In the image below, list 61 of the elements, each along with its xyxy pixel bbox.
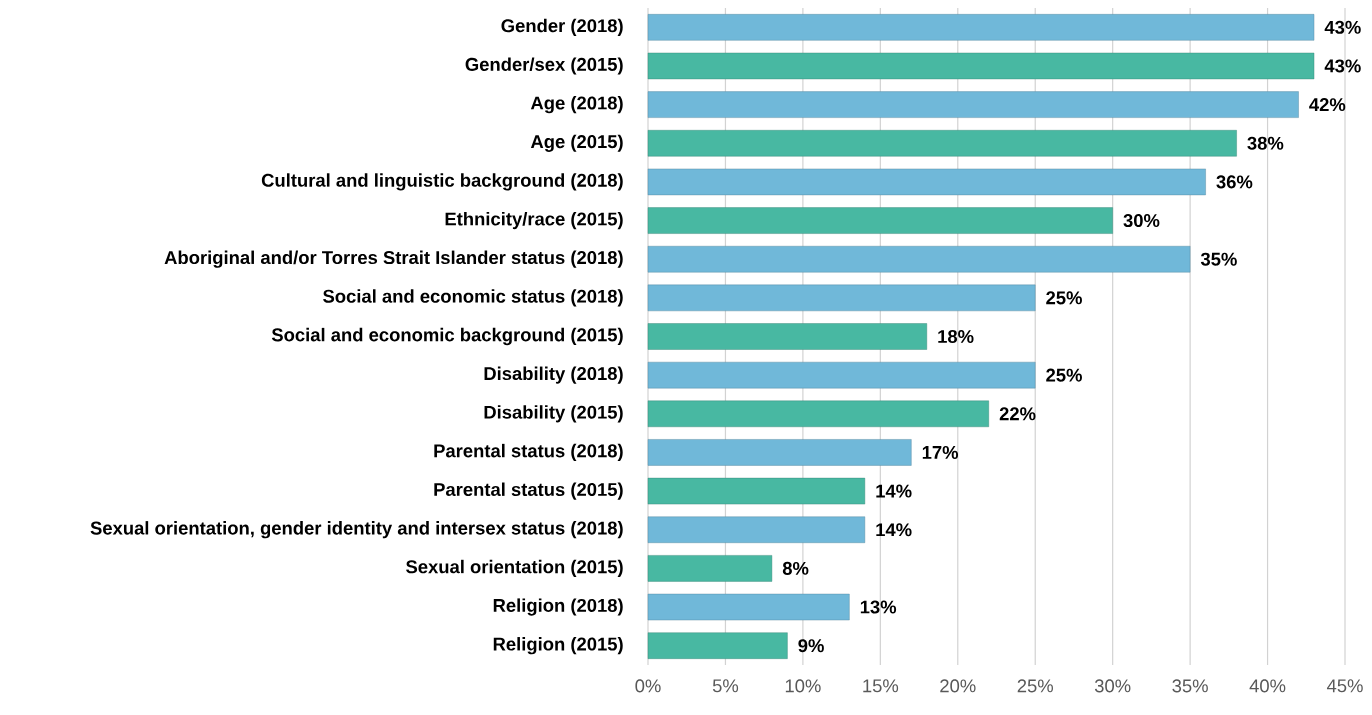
y-tick-label: Ethnicity/race (2015) (445, 211, 623, 230)
bar (647, 246, 1191, 273)
data-label: 42% (1309, 98, 1346, 112)
x-tick-label: 40% (1249, 679, 1286, 693)
y-tick-label: Parental status (2015) (434, 482, 623, 500)
y-tick-label: Sexual orientation, gender identity and intersex status (2018) (90, 521, 623, 539)
bar (647, 632, 788, 659)
data-label: 36% (1216, 175, 1253, 189)
x-tick-label: 15% (863, 679, 899, 693)
bar (647, 323, 927, 350)
x-tick-label: 30% (1094, 679, 1131, 693)
y-tick-label: Religion (2015) (493, 637, 623, 655)
data-label: 14% (876, 484, 912, 498)
x-tick-label: 45% (1326, 679, 1363, 693)
data-label: 25% (1046, 368, 1082, 382)
data-label: 18% (938, 329, 974, 344)
bar (647, 361, 1036, 389)
y-tick-label: Social and economic status (2018) (323, 289, 623, 307)
bar (647, 555, 773, 582)
data-label: 38% (1247, 136, 1284, 150)
x-tick-label: 0% (635, 679, 661, 693)
bar (647, 130, 1237, 157)
data-label: 9% (798, 639, 824, 653)
bar (647, 516, 866, 543)
x-tick-label: 25% (1017, 679, 1054, 693)
data-label: 25% (1046, 291, 1082, 305)
bar (647, 91, 1299, 118)
bar (647, 400, 989, 427)
y-tick-label: Sexual orientation (2015) (406, 559, 623, 577)
bar (647, 207, 1113, 234)
y-tick-label: Disability (2018) (484, 366, 623, 384)
bar (647, 593, 850, 621)
y-tick-label: Age (2015) (530, 134, 623, 152)
data-label: 14% (876, 523, 912, 537)
y-tick-label: Gender (2018) (501, 18, 623, 36)
data-label: 43% (1324, 59, 1361, 73)
bar (647, 52, 1315, 80)
y-tick-label: Religion (2018) (493, 598, 623, 616)
x-tick-label: 10% (785, 679, 821, 693)
data-label: 17% (922, 445, 959, 459)
y-tick-label: Disability (2015) (484, 405, 623, 423)
data-label: 22% (999, 407, 1036, 421)
data-label: 8% (782, 561, 809, 575)
y-tick-label: Age (2018) (530, 95, 623, 114)
data-label: 13% (860, 600, 897, 614)
y-tick-label: Gender/sex (2015) (465, 57, 623, 75)
x-tick-label: 35% (1172, 679, 1208, 693)
data-label: 35% (1200, 252, 1237, 266)
y-tick-label: Parental status (2018) (434, 443, 623, 462)
y-tick-label: Social and economic background (2015) (271, 327, 623, 346)
data-label: 30% (1123, 214, 1160, 228)
y-tick-label: Aboriginal and/or Torres Strait Islander status (2018) (164, 250, 623, 268)
bar (647, 168, 1206, 196)
bar (647, 439, 912, 466)
bar (647, 284, 1036, 312)
y-tick-label: Cultural and linguistic background (2018) (261, 173, 623, 191)
bar (647, 477, 866, 505)
bar (647, 14, 1315, 41)
x-tick-label: 20% (940, 679, 976, 693)
x-tick-label: 5% (712, 679, 739, 693)
data-label: 43% (1324, 20, 1361, 34)
